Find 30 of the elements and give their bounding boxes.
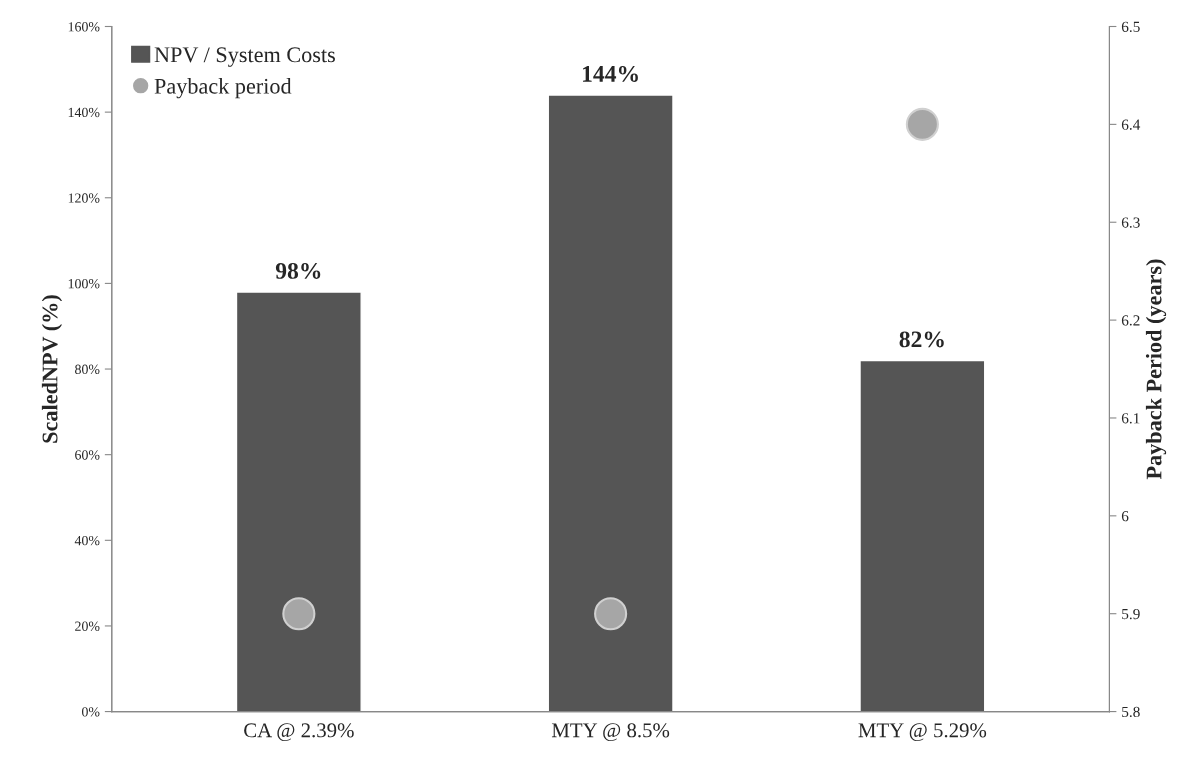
x-tick-label: MTY @ 5.29%: [858, 723, 987, 742]
y-tick-label: 20%: [75, 621, 100, 631]
y2-tick-label: 6.1: [1121, 413, 1140, 424]
y2-tick-label: 6: [1121, 511, 1129, 522]
y2-tick-label: 6.4: [1121, 119, 1141, 130]
y2-tick-label: 6.5: [1121, 21, 1140, 33]
y-axis-title: ScaledNPV (%): [41, 295, 63, 443]
x-tick-label: CA @ 2.39%: [244, 723, 354, 742]
y-tick-label: 140%: [68, 107, 100, 118]
y2-tick-label: 5.9: [1122, 608, 1140, 620]
bar: [235, 291, 362, 712]
y2-tick-label: 6.3: [1121, 217, 1140, 228]
bar: [547, 94, 674, 712]
y-tick-label: 80%: [75, 364, 100, 375]
y-tick-label: 0%: [82, 707, 100, 717]
y-tick-label: 40%: [74, 535, 100, 546]
data-label: 98%: [275, 262, 321, 279]
bar: [859, 359, 986, 712]
y-tick-label: 60%: [75, 450, 100, 460]
y2-tick-label: 5.8: [1122, 706, 1140, 718]
y2-axis-title: Payback Period (years): [1145, 259, 1167, 480]
data-label: 82%: [899, 331, 944, 348]
y2-tick-label: 6.2: [1121, 315, 1140, 326]
legend-label: NPV / System Costs: [154, 47, 335, 67]
y-tick-label: 160%: [68, 22, 100, 32]
legend-label: Payback period: [154, 78, 292, 99]
data-label: 144%: [582, 65, 638, 82]
y-tick-label: 100%: [68, 278, 100, 289]
y-tick-label: 120%: [68, 193, 100, 203]
x-tick-label: MTY @ 8.5%: [551, 723, 670, 742]
